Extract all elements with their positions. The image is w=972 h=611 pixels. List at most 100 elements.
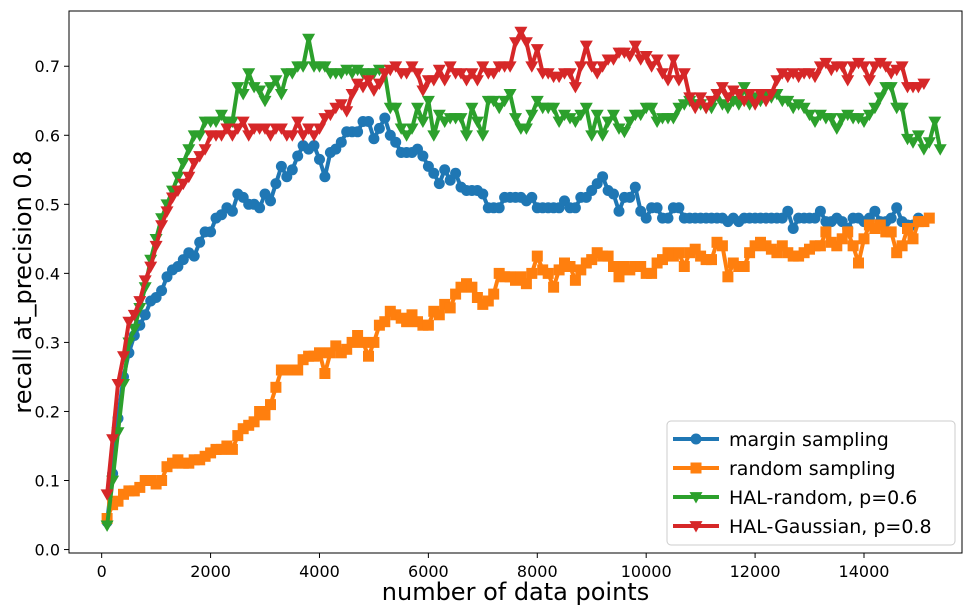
data-point <box>314 347 325 359</box>
data-point <box>683 92 697 104</box>
data-point <box>775 68 789 80</box>
data-point <box>465 68 479 80</box>
axes: 0 2000 4000 6000 8000 10000 12000 14000 0.0 0.1 0.… <box>35 10 963 581</box>
data-point <box>454 68 468 80</box>
x-tick-label: 14000 <box>839 562 890 581</box>
y-tick-label: 0.2 <box>35 402 60 421</box>
data-point <box>313 123 326 135</box>
data-point <box>613 205 625 217</box>
data-point <box>623 51 637 63</box>
data-point <box>673 247 685 259</box>
data-point <box>133 296 147 308</box>
data-point <box>269 75 283 87</box>
data-point <box>841 75 855 87</box>
data-point <box>194 236 206 248</box>
data-point <box>291 116 305 128</box>
data-point <box>220 123 234 135</box>
data-point <box>193 151 207 163</box>
x-tick-label: 0 <box>97 562 107 581</box>
data-point <box>841 109 855 122</box>
data-point <box>646 267 658 279</box>
data-point <box>896 240 908 252</box>
data-point <box>225 130 239 142</box>
data-point <box>574 61 588 73</box>
data-point <box>526 191 538 203</box>
data-point <box>117 351 130 363</box>
data-point <box>824 113 838 125</box>
data-point <box>895 61 909 73</box>
data-point <box>628 40 642 52</box>
data-point <box>373 122 385 134</box>
data-point <box>411 102 424 115</box>
legend-label: HAL-random, p=0.6 <box>729 487 917 509</box>
data-point <box>248 416 260 428</box>
axes-frame <box>68 10 963 554</box>
data-point <box>781 95 795 108</box>
data-point <box>460 130 473 142</box>
data-point <box>530 44 544 56</box>
data-point <box>568 116 582 128</box>
data-point <box>586 254 598 266</box>
data-point <box>640 212 652 224</box>
data-point <box>498 95 512 108</box>
data-point <box>737 82 751 94</box>
legend-marker <box>689 521 703 533</box>
data-point <box>722 271 734 283</box>
data-point <box>302 123 316 135</box>
data-point <box>259 409 271 421</box>
series-1 <box>101 212 935 524</box>
data-point <box>596 61 610 73</box>
data-point <box>372 64 386 77</box>
data-point <box>563 113 577 125</box>
data-point <box>111 379 125 391</box>
data-point <box>176 158 190 170</box>
legend-item: HAL-random, p=0.6 <box>673 487 917 509</box>
data-point <box>787 223 799 234</box>
data-point <box>362 75 375 87</box>
data-point <box>274 123 288 135</box>
x-tick-label: 12000 <box>730 562 781 581</box>
data-point <box>319 171 331 183</box>
data-point <box>645 102 659 115</box>
data-point <box>858 233 870 245</box>
data-point <box>737 95 751 108</box>
data-point <box>672 75 686 87</box>
data-point <box>314 153 325 165</box>
y-tick-label: 0.3 <box>35 333 60 352</box>
data-point <box>656 68 669 80</box>
data-point <box>171 185 185 197</box>
x-tick-label: 4000 <box>299 562 340 581</box>
data-point <box>574 109 588 122</box>
data-point <box>460 75 473 87</box>
data-point <box>814 205 826 217</box>
data-point <box>356 82 370 94</box>
data-point <box>144 261 158 273</box>
data-point <box>416 116 430 128</box>
legend: margin sampling random sampling HAL-random… <box>666 420 956 546</box>
data-point <box>853 257 864 269</box>
data-point <box>454 113 468 125</box>
data-point <box>106 434 120 446</box>
data-point <box>226 205 238 217</box>
data-point <box>568 82 582 94</box>
data-point <box>726 85 740 97</box>
data-point <box>270 381 282 393</box>
data-point <box>330 340 342 352</box>
data-point <box>236 89 250 101</box>
data-point <box>531 250 543 262</box>
data-point <box>427 130 441 142</box>
data-point <box>443 61 457 73</box>
data-point <box>764 89 778 101</box>
data-point <box>225 116 239 128</box>
data-point <box>525 109 539 122</box>
data-point <box>530 95 544 108</box>
data-point <box>307 130 321 142</box>
data-point <box>885 226 897 238</box>
data-point <box>127 309 141 322</box>
data-point <box>205 226 217 238</box>
data-point <box>258 95 272 108</box>
data-point <box>242 130 256 142</box>
data-point <box>715 99 729 111</box>
legend-item: random sampling <box>673 458 896 480</box>
data-point <box>286 164 298 176</box>
